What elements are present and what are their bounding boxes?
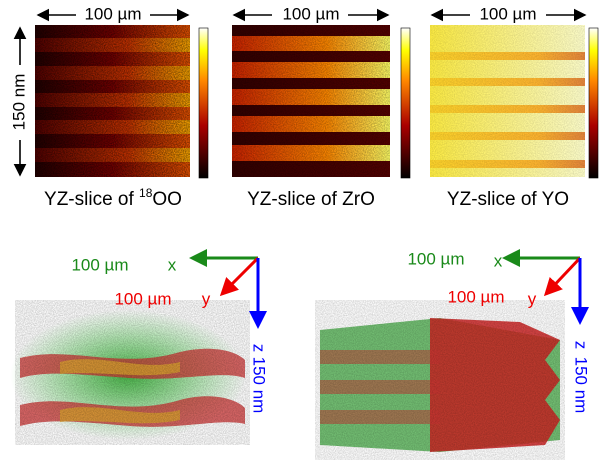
heatmap	[35, 25, 190, 177]
axis-label: z	[572, 341, 591, 350]
axis-label: x	[168, 255, 177, 274]
axis-length: 100 µm	[447, 287, 504, 306]
caption: YZ-slice of 18OO	[44, 186, 182, 210]
heatmap	[430, 25, 585, 177]
caption: YZ-slice of YO	[447, 189, 569, 210]
axis-length: 150 nm	[572, 357, 591, 414]
scale-label: 100 µm	[282, 4, 339, 23]
caption-sup: 18	[139, 186, 153, 200]
axis-length: 100 µm	[114, 289, 171, 308]
scale-label: 150 nm	[9, 74, 28, 131]
axis-label: x	[494, 251, 503, 270]
volume	[10, 300, 250, 445]
caption-text: YZ-slice of	[44, 189, 139, 210]
axis-length: 150 nm	[250, 357, 269, 414]
scale-label: 100 µm	[84, 4, 141, 23]
caption-tail: OO	[152, 189, 182, 210]
axis-length: 100 µm	[71, 255, 128, 274]
scale-label: 100 µm	[479, 4, 536, 23]
caption: YZ-slice of ZrO	[247, 189, 375, 210]
heatmap	[232, 25, 390, 177]
axis-label: z	[250, 344, 269, 353]
axis-label: y	[202, 289, 211, 308]
axis-label: y	[528, 289, 537, 308]
volume	[315, 300, 565, 460]
axis-length: 100 µm	[407, 249, 464, 268]
figure: 100 µm 100 µm 100 µm 150 nm YZ-slice of …	[0, 0, 604, 462]
